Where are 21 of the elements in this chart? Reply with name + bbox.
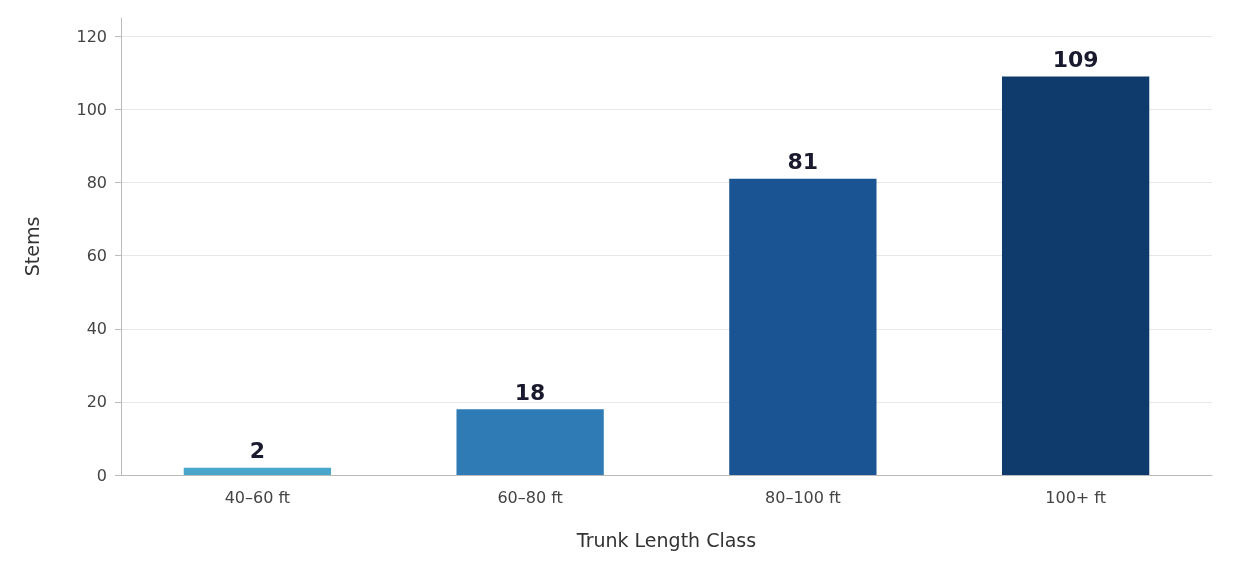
data-label: 109 [1052,47,1099,72]
data-label: 18 [514,379,546,405]
y-tick-label: 100 [76,99,107,119]
y-tick-label: 40 [86,319,107,339]
x-tick-label: 100+ ft [1045,487,1106,507]
x-axis-title: Trunk Length Class [575,528,757,551]
y-tick-label: 80 [86,173,107,193]
bar [456,409,604,475]
x-tick-label: 40–60 ft [224,487,291,507]
bar [729,178,877,475]
x-tick-label: 60–80 ft [497,487,563,507]
x-tick-label: 80–100 ft [765,487,841,507]
y-tick-label: 60 [86,246,107,266]
data-label: 81 [787,149,819,175]
y-tick-label: 0 [96,465,107,485]
bar [183,467,332,475]
bar [1001,76,1150,475]
data-label: 2 [249,438,266,464]
y-axis-title: Stems [20,216,43,277]
y-tick-label: 120 [76,26,107,46]
y-tick-label: 20 [86,392,107,412]
